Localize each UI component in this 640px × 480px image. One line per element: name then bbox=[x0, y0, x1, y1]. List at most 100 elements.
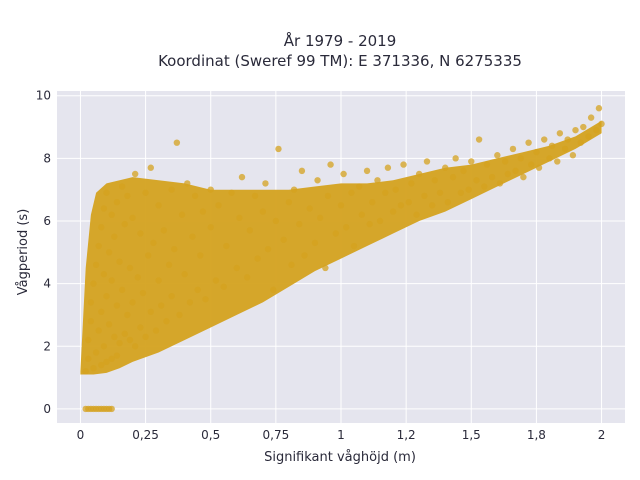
scatter-point bbox=[525, 139, 532, 146]
scatter-point bbox=[595, 105, 603, 112]
scatter-point bbox=[535, 164, 543, 171]
scatter-point bbox=[517, 155, 524, 162]
y-tick-label: 6 bbox=[43, 214, 51, 228]
scatter-point bbox=[236, 214, 243, 222]
x-tick-label: 0,75 bbox=[263, 428, 290, 442]
scatter-point bbox=[124, 311, 131, 319]
scatter-point bbox=[423, 158, 431, 165]
scatter-point bbox=[452, 155, 459, 162]
scatter-point bbox=[171, 245, 178, 253]
scatter-point bbox=[350, 242, 358, 250]
scatter-point bbox=[220, 283, 227, 290]
scatter-point bbox=[272, 217, 280, 225]
scatter-point bbox=[585, 133, 592, 140]
x-tick-label: 1,5 bbox=[462, 428, 481, 442]
scatter-point bbox=[288, 261, 295, 269]
scatter-point bbox=[131, 343, 139, 350]
x-tick-label: 1 bbox=[337, 428, 345, 442]
scatter-point bbox=[194, 286, 201, 294]
scatter-point bbox=[176, 311, 183, 319]
scatter-point bbox=[392, 186, 399, 193]
scatter-point bbox=[126, 264, 134, 272]
scatter-point bbox=[460, 167, 467, 175]
scatter-point bbox=[598, 120, 605, 128]
scatter-point bbox=[189, 233, 196, 240]
scatter-point bbox=[85, 355, 92, 362]
scatter-point bbox=[207, 186, 214, 193]
x-tick-label: 0,5 bbox=[201, 428, 220, 442]
scatter-point bbox=[155, 277, 162, 284]
scatter-point bbox=[564, 136, 571, 143]
scatter-point bbox=[556, 130, 564, 137]
scatter-point bbox=[314, 177, 321, 184]
scatter-point bbox=[572, 126, 579, 134]
x-tick-label: 1,2 bbox=[397, 428, 416, 442]
scatter-point bbox=[142, 333, 149, 341]
scatter-point bbox=[546, 155, 553, 162]
scatter-point bbox=[173, 139, 181, 146]
scatter-point bbox=[147, 164, 154, 171]
scatter-point bbox=[251, 192, 259, 200]
scatter-point bbox=[569, 152, 577, 159]
scatter-point bbox=[108, 405, 115, 413]
scatter-point bbox=[92, 349, 100, 356]
scatter-point bbox=[457, 189, 465, 196]
scatter-point bbox=[473, 177, 480, 184]
scatter-point bbox=[103, 292, 110, 300]
scatter-point bbox=[142, 189, 149, 196]
scatter-point bbox=[363, 167, 371, 175]
scatter-point bbox=[95, 327, 102, 334]
scatter-point bbox=[449, 173, 457, 181]
scatter-point bbox=[421, 192, 428, 200]
scatter-point bbox=[168, 292, 175, 300]
scatter-point bbox=[144, 252, 152, 259]
scatter-point bbox=[376, 217, 384, 225]
scatter-point bbox=[366, 220, 373, 228]
scatter-point bbox=[111, 233, 118, 240]
y-tick-label: 8 bbox=[43, 151, 51, 165]
scatter-point bbox=[228, 189, 235, 196]
scatter-point bbox=[415, 170, 423, 178]
scatter-point bbox=[207, 224, 214, 231]
scatter-point bbox=[504, 170, 511, 178]
scatter-point bbox=[82, 368, 89, 375]
scatter-point bbox=[501, 158, 509, 165]
scatter-point bbox=[306, 205, 313, 212]
scatter-point bbox=[129, 214, 136, 222]
scatter-point bbox=[87, 318, 95, 325]
scatter-point bbox=[316, 214, 324, 222]
y-tick-label: 2 bbox=[43, 339, 51, 353]
scatter-point bbox=[554, 158, 561, 165]
scatter-point bbox=[233, 264, 240, 272]
scatter-point bbox=[186, 299, 194, 306]
scatter-point bbox=[340, 170, 347, 178]
scatter-point bbox=[296, 220, 303, 228]
scatter-point bbox=[389, 208, 397, 215]
scatter-point bbox=[124, 192, 131, 200]
scatter-point bbox=[168, 186, 175, 193]
scatter-point bbox=[113, 352, 121, 359]
scatter-point bbox=[85, 336, 92, 344]
scatter-point bbox=[197, 252, 204, 259]
chart-subtitle: Koordinat (Sweref 99 TM): E 371336, N 62… bbox=[158, 52, 522, 70]
scatter-point bbox=[548, 142, 556, 150]
scatter-point bbox=[116, 258, 123, 265]
scatter-point bbox=[139, 289, 147, 297]
scatter-point bbox=[212, 277, 220, 284]
scatter-point bbox=[113, 198, 121, 206]
scatter-point bbox=[541, 136, 548, 143]
scatter-point bbox=[413, 211, 420, 218]
scatter-point bbox=[475, 136, 483, 143]
scatter-point bbox=[428, 202, 436, 209]
scatter-point bbox=[199, 208, 207, 215]
scatter-point bbox=[202, 296, 209, 303]
scatter-point bbox=[343, 224, 350, 231]
scatter-point bbox=[577, 139, 584, 146]
x-tick-label: 2 bbox=[598, 428, 606, 442]
scatter-point bbox=[105, 321, 113, 328]
scatter-point bbox=[191, 192, 199, 200]
x-axis-title: Signifikant våghöjd (m) bbox=[264, 450, 416, 465]
scatter-point bbox=[246, 227, 254, 234]
scatter-point bbox=[444, 198, 452, 206]
